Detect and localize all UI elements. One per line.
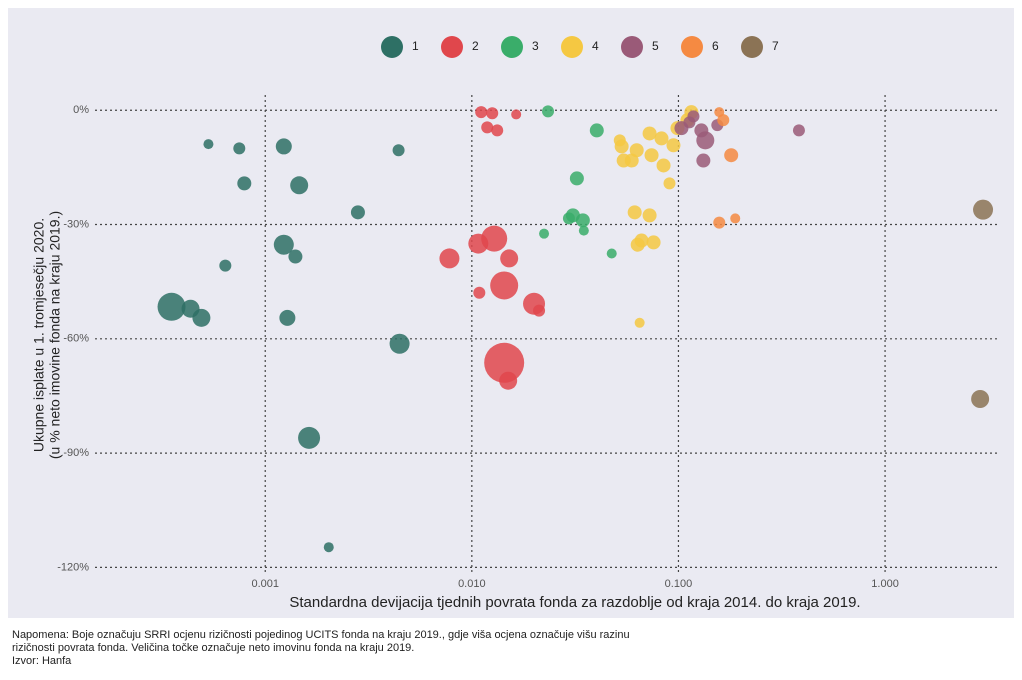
bubble <box>630 237 645 252</box>
bubble <box>439 248 460 269</box>
y-axis-label: (u % neto imovine fonda na kraju 2019.) <box>47 211 63 459</box>
legend-label: 1 <box>412 39 419 53</box>
bubble <box>350 205 365 220</box>
x-tick-label: 1.000 <box>871 578 899 590</box>
bubble <box>481 225 508 252</box>
y-tick-label: -120% <box>57 561 89 573</box>
legend-label: 5 <box>652 39 659 53</box>
legend-marker <box>741 36 763 58</box>
note: Napomena: Boje označuju SRRI ocjenu rizi… <box>12 629 630 641</box>
bubble <box>792 124 805 137</box>
legend-marker <box>621 36 643 58</box>
legend-label: 6 <box>712 39 719 53</box>
bubble <box>157 292 186 321</box>
bubble <box>499 371 518 390</box>
bubble <box>656 158 671 173</box>
bubble <box>730 213 741 224</box>
bubble <box>589 123 604 138</box>
bubble <box>613 134 626 147</box>
bubble <box>473 286 486 299</box>
legend-label: 7 <box>772 39 779 53</box>
legend-marker <box>381 36 403 58</box>
source: Izvor: Hanfa <box>12 655 72 667</box>
bubble <box>481 121 494 134</box>
bubble <box>490 271 519 300</box>
legend-label: 2 <box>472 39 479 53</box>
legend-marker <box>561 36 583 58</box>
bubble <box>491 124 504 137</box>
bubble <box>654 131 669 146</box>
bubble <box>683 116 696 129</box>
bubble <box>279 309 296 326</box>
bubble <box>642 208 657 223</box>
bubble <box>642 126 657 141</box>
bubble <box>511 109 522 120</box>
bubble <box>475 106 488 119</box>
bubble <box>644 148 659 163</box>
x-tick-label: 0.100 <box>665 578 693 590</box>
bubble <box>627 205 642 220</box>
bubble <box>219 259 232 272</box>
y-tick-label: -60% <box>63 333 89 345</box>
bubble <box>717 114 730 127</box>
bubble <box>203 139 214 150</box>
bubble <box>971 390 990 408</box>
bubble <box>298 426 321 449</box>
x-axis-label: Standardna devijacija tjednih povrata fo… <box>289 594 860 611</box>
y-tick-label: -30% <box>63 218 89 230</box>
bubble <box>323 542 334 553</box>
bubble <box>606 248 617 259</box>
y-tick-label: -90% <box>63 447 89 459</box>
chart-background <box>8 8 1014 618</box>
bubble <box>569 171 584 186</box>
bubble <box>389 333 410 354</box>
bubble <box>616 153 631 168</box>
legend-label: 3 <box>532 39 539 53</box>
bubble <box>696 153 711 168</box>
bubble <box>575 213 590 228</box>
bubble <box>290 176 309 195</box>
x-tick-label: 0.001 <box>251 578 279 590</box>
bubble <box>233 142 246 155</box>
bubble <box>533 304 546 317</box>
legend-label: 4 <box>592 39 599 53</box>
bubble <box>713 216 726 229</box>
legend-marker <box>501 36 523 58</box>
bubble <box>192 308 211 327</box>
bubble <box>663 177 676 190</box>
bubble <box>275 138 292 155</box>
bubble <box>392 144 405 157</box>
bubble <box>973 199 994 220</box>
bubble <box>542 105 555 118</box>
bubble <box>484 342 525 383</box>
bubble <box>724 148 739 163</box>
bubble <box>696 131 715 150</box>
bubble <box>666 138 681 153</box>
bubble <box>646 235 661 250</box>
bubble <box>500 249 519 268</box>
y-tick-label: 0% <box>73 104 89 116</box>
bubble <box>237 176 252 191</box>
x-tick-label: 0.010 <box>458 578 486 590</box>
legend-marker <box>681 36 703 58</box>
bubble <box>634 317 645 328</box>
note: rizičnosti povrata fonda. Veličina točke… <box>12 642 414 654</box>
bubble <box>486 107 499 120</box>
bubble <box>578 225 589 236</box>
bubble <box>539 228 550 239</box>
bubble <box>273 234 294 255</box>
bubble <box>562 212 575 225</box>
y-axis-label: Ukupne isplate u 1. tromjesečju 2020. <box>31 218 47 452</box>
legend-marker <box>441 36 463 58</box>
bubble <box>288 249 303 264</box>
